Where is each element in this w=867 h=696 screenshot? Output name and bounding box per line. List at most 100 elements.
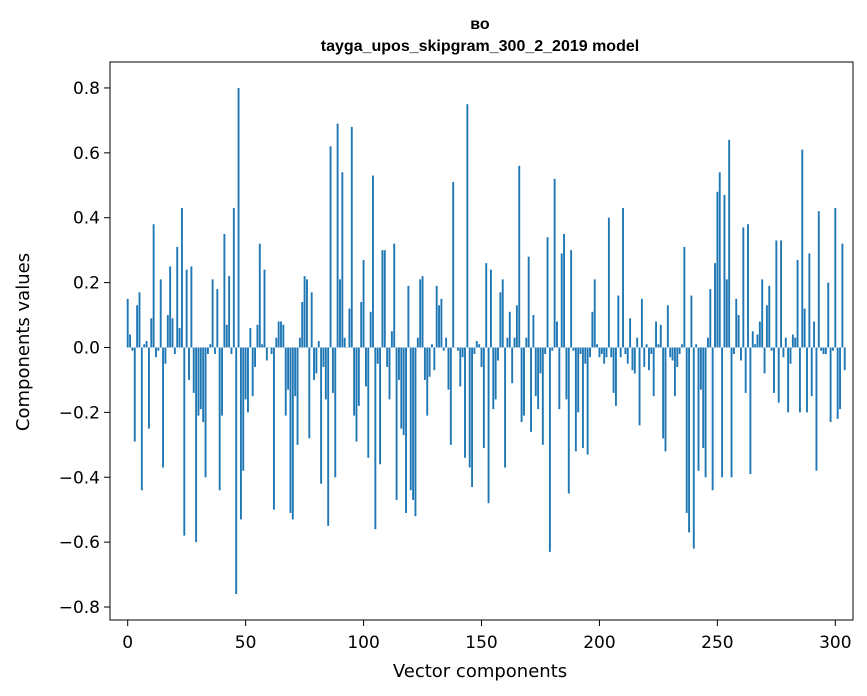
bar-275 [775,240,778,348]
bar-120 [409,347,412,491]
bar-182 [556,321,558,348]
bar-13 [157,347,160,351]
bar-116 [400,347,403,429]
bar-24 [183,347,186,536]
bar-107 [379,347,382,465]
bar-234 [678,347,681,354]
bar-195 [586,347,589,455]
bar-102 [367,347,370,458]
bar-154 [489,269,492,348]
bar-0 [126,298,129,348]
bar-178 [546,237,549,348]
bar-172 [532,315,535,348]
bar-126 [423,347,426,380]
bar-67 [284,347,287,416]
bar-7 [143,344,146,348]
y-tick-label-6: 0.4 [73,209,100,229]
x-axis: 0 50 100 150 200 250 300 [122,620,852,653]
bar-142 [461,347,464,358]
bar-242 [697,347,700,471]
bar-101 [364,347,367,387]
x-tick-label-1: 50 [235,633,257,653]
y-tick-label-3: −0.2 [59,403,100,423]
bar-175 [539,347,542,374]
bar-148 [475,341,478,348]
bar-103 [369,311,372,348]
bar-293 [817,211,820,348]
bar-297 [827,282,830,348]
bar-33 [204,347,207,478]
bar-230 [669,347,672,358]
bar-271 [765,305,768,348]
bar-22 [178,328,181,348]
bar-77 [308,347,311,439]
bar-304 [843,347,846,371]
bar-187 [567,347,570,494]
bar-8 [145,341,148,348]
bar-62 [272,347,275,510]
bar-48 [239,347,242,520]
bar-269 [761,279,764,348]
bar-146 [471,347,474,487]
bar-213 [629,318,632,348]
bar-256 [730,347,733,478]
bar-72 [296,347,299,445]
bar-204 [607,217,610,348]
bar-88 [334,347,337,478]
bar-28 [192,347,195,393]
bar-141 [459,347,462,387]
bar-118 [405,347,407,513]
bar-272 [768,285,771,348]
bar-82 [320,347,323,484]
bar-218 [640,298,643,348]
bar-133 [440,298,443,348]
bar-144 [466,104,469,348]
bar-44 [230,347,233,354]
bar-100 [362,259,365,348]
x-tick-label-0: 0 [122,633,133,653]
bar-117 [402,347,405,436]
bar-201 [600,347,603,354]
bar-210 [622,207,624,348]
bar-59 [265,347,268,361]
bar-231 [671,347,674,361]
bar-14 [159,279,162,348]
bar-159 [501,279,504,348]
bar-243 [699,347,702,390]
bar-189 [572,347,575,351]
bar-295 [822,347,825,354]
bar-27 [190,266,193,348]
bar-260 [740,347,742,361]
bar-29 [195,347,198,543]
bar-198 [593,279,596,348]
bar-129 [431,344,433,348]
bar-236 [683,246,686,348]
bar-50 [244,347,247,400]
bar-261 [742,227,745,348]
bar-264 [749,347,752,475]
bar-49 [242,347,245,471]
bar-235 [681,344,683,348]
bar-196 [589,347,591,358]
y-axis: −0.8 −0.6 −0.4 −0.2 0.0 0.2 0.4 0.6 0.8 [59,79,110,618]
bar-106 [376,347,379,364]
bar-84 [324,347,327,400]
bar-224 [655,321,657,348]
bar-113 [393,243,396,348]
bar-15 [162,347,165,468]
bar-190 [574,347,577,452]
bar-169 [525,337,528,348]
bar-212 [626,347,629,364]
bar-181 [553,178,556,348]
bar-97 [355,347,358,442]
bar-229 [666,305,669,348]
bar-152 [485,263,488,348]
y-tick-label-0: −0.8 [59,598,100,618]
bar-302 [839,347,841,410]
bar-9 [147,347,150,429]
bar-81 [317,341,320,348]
bar-4 [136,305,139,348]
bar-254 [725,279,728,348]
bar-185 [563,233,565,348]
